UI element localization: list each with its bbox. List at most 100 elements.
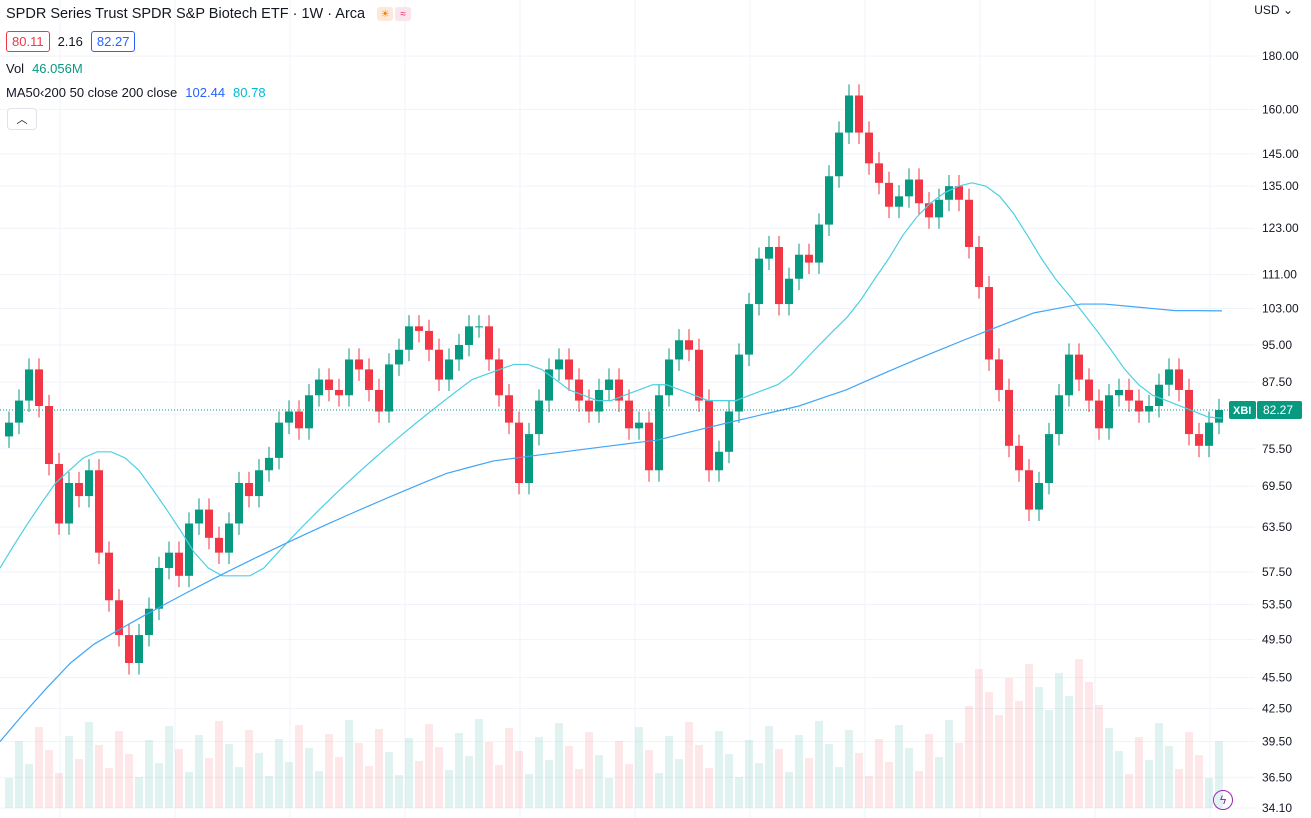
y-tick-label: 49.50 <box>1262 633 1292 647</box>
candle-body <box>325 379 333 390</box>
volume-bar <box>915 771 923 808</box>
candle-body <box>695 349 703 401</box>
candle-body <box>915 179 923 204</box>
y-tick-label: 36.50 <box>1262 770 1292 784</box>
volume-bar <box>665 736 673 808</box>
candle-body <box>75 482 83 497</box>
candle-body <box>195 509 203 524</box>
ma-indicator[interactable]: MA50‹200 50 close 200 close 102.44 80.78 <box>6 85 411 100</box>
volume-bar <box>875 739 883 808</box>
candle-body <box>925 203 933 218</box>
volume-indicator[interactable]: Vol 46.056M <box>6 61 411 76</box>
volume-bar <box>315 771 323 808</box>
currency-select[interactable]: USD ⌄ <box>1254 3 1293 17</box>
candle-body <box>1145 406 1153 412</box>
candle-body <box>1185 389 1193 435</box>
volume-bar <box>1155 723 1163 808</box>
candle-body <box>455 344 463 360</box>
candle-body <box>395 349 403 365</box>
volume-bar <box>5 778 13 808</box>
volume-bar <box>1165 746 1173 808</box>
candle-body <box>705 400 713 471</box>
candle-body <box>965 199 973 248</box>
volume-bar <box>685 722 693 808</box>
volume-bar <box>435 747 443 808</box>
volume-bar <box>355 743 363 808</box>
chevron-up-icon[interactable]: ︿ <box>7 108 37 130</box>
volume-bar <box>395 775 403 808</box>
volume-bar <box>535 737 543 808</box>
bid-price[interactable]: 80.11 <box>6 31 50 52</box>
volume-bar <box>165 726 173 808</box>
candle-body <box>835 132 843 177</box>
ma200-value: 80.78 <box>233 85 266 100</box>
candle-body <box>365 369 373 390</box>
candle-body <box>475 326 483 328</box>
sun-icon[interactable]: ☀ <box>377 7 394 21</box>
volume-bar <box>545 760 553 808</box>
volume-bar <box>145 740 153 808</box>
candle-body <box>245 482 253 497</box>
volume-bar <box>455 733 463 808</box>
volume-bar <box>1115 751 1123 808</box>
candle-body <box>985 287 993 360</box>
volume-bar <box>205 758 213 808</box>
y-tick-label: 145.00 <box>1262 147 1299 161</box>
volume-bar <box>335 757 343 808</box>
volume-bar <box>635 727 643 808</box>
candle-body <box>255 470 263 497</box>
candle-body <box>1155 384 1163 407</box>
volume-bar <box>285 762 293 808</box>
symbol-title[interactable]: SPDR Series Trust SPDR S&P Biotech ETF ·… <box>6 6 366 22</box>
flash-icon[interactable]: ϟ <box>1213 790 1233 810</box>
volume-bar <box>275 739 283 808</box>
volume-bar <box>965 706 973 808</box>
candle-body <box>1015 445 1023 471</box>
candle-body <box>15 400 23 423</box>
volume-bar <box>835 767 843 808</box>
volume-bar <box>185 772 193 808</box>
candle-body <box>145 608 153 636</box>
volume-bar <box>1215 741 1223 808</box>
candle-body <box>615 379 623 401</box>
volume-bar <box>1105 728 1113 808</box>
ma50-value: 102.44 <box>185 85 226 100</box>
candle-body <box>1035 482 1043 510</box>
volume-bar <box>265 776 273 808</box>
volume-bar <box>15 741 23 808</box>
volume-bar <box>345 720 353 808</box>
volume-bar <box>375 729 383 808</box>
candle-body <box>945 186 953 200</box>
volume-bar <box>745 740 753 808</box>
candle-body <box>855 95 863 133</box>
candle-body <box>1065 354 1073 396</box>
volume-bar <box>235 767 243 808</box>
volume-bar <box>405 738 413 808</box>
y-tick-label: 135.00 <box>1262 179 1299 193</box>
volume-bar <box>885 762 893 808</box>
y-tick-label: 53.50 <box>1262 597 1292 611</box>
candle-body <box>565 359 573 380</box>
volume-bar <box>515 751 523 808</box>
candle-body <box>815 224 823 263</box>
volume-bar <box>775 749 783 808</box>
volume-bar <box>85 722 93 808</box>
candle-body <box>95 470 103 553</box>
volume-bar <box>855 753 863 808</box>
equals-icon[interactable]: ≈ <box>395 7 412 21</box>
ask-price[interactable]: 82.27 <box>90 31 136 52</box>
volume-bar <box>155 763 163 808</box>
symbol-label: XBI <box>1233 405 1251 417</box>
volume-bar <box>765 726 773 808</box>
candle-body <box>445 359 453 380</box>
volume-value: 46.056M <box>32 61 83 76</box>
candle-body <box>525 434 533 483</box>
candle-body <box>105 552 113 601</box>
spread-value: 2.16 <box>57 34 83 49</box>
volume-bar <box>325 734 333 808</box>
volume-bar <box>385 752 393 808</box>
candle-body <box>575 379 583 401</box>
y-tick-label: 75.50 <box>1262 442 1292 456</box>
candle-body <box>685 340 693 350</box>
